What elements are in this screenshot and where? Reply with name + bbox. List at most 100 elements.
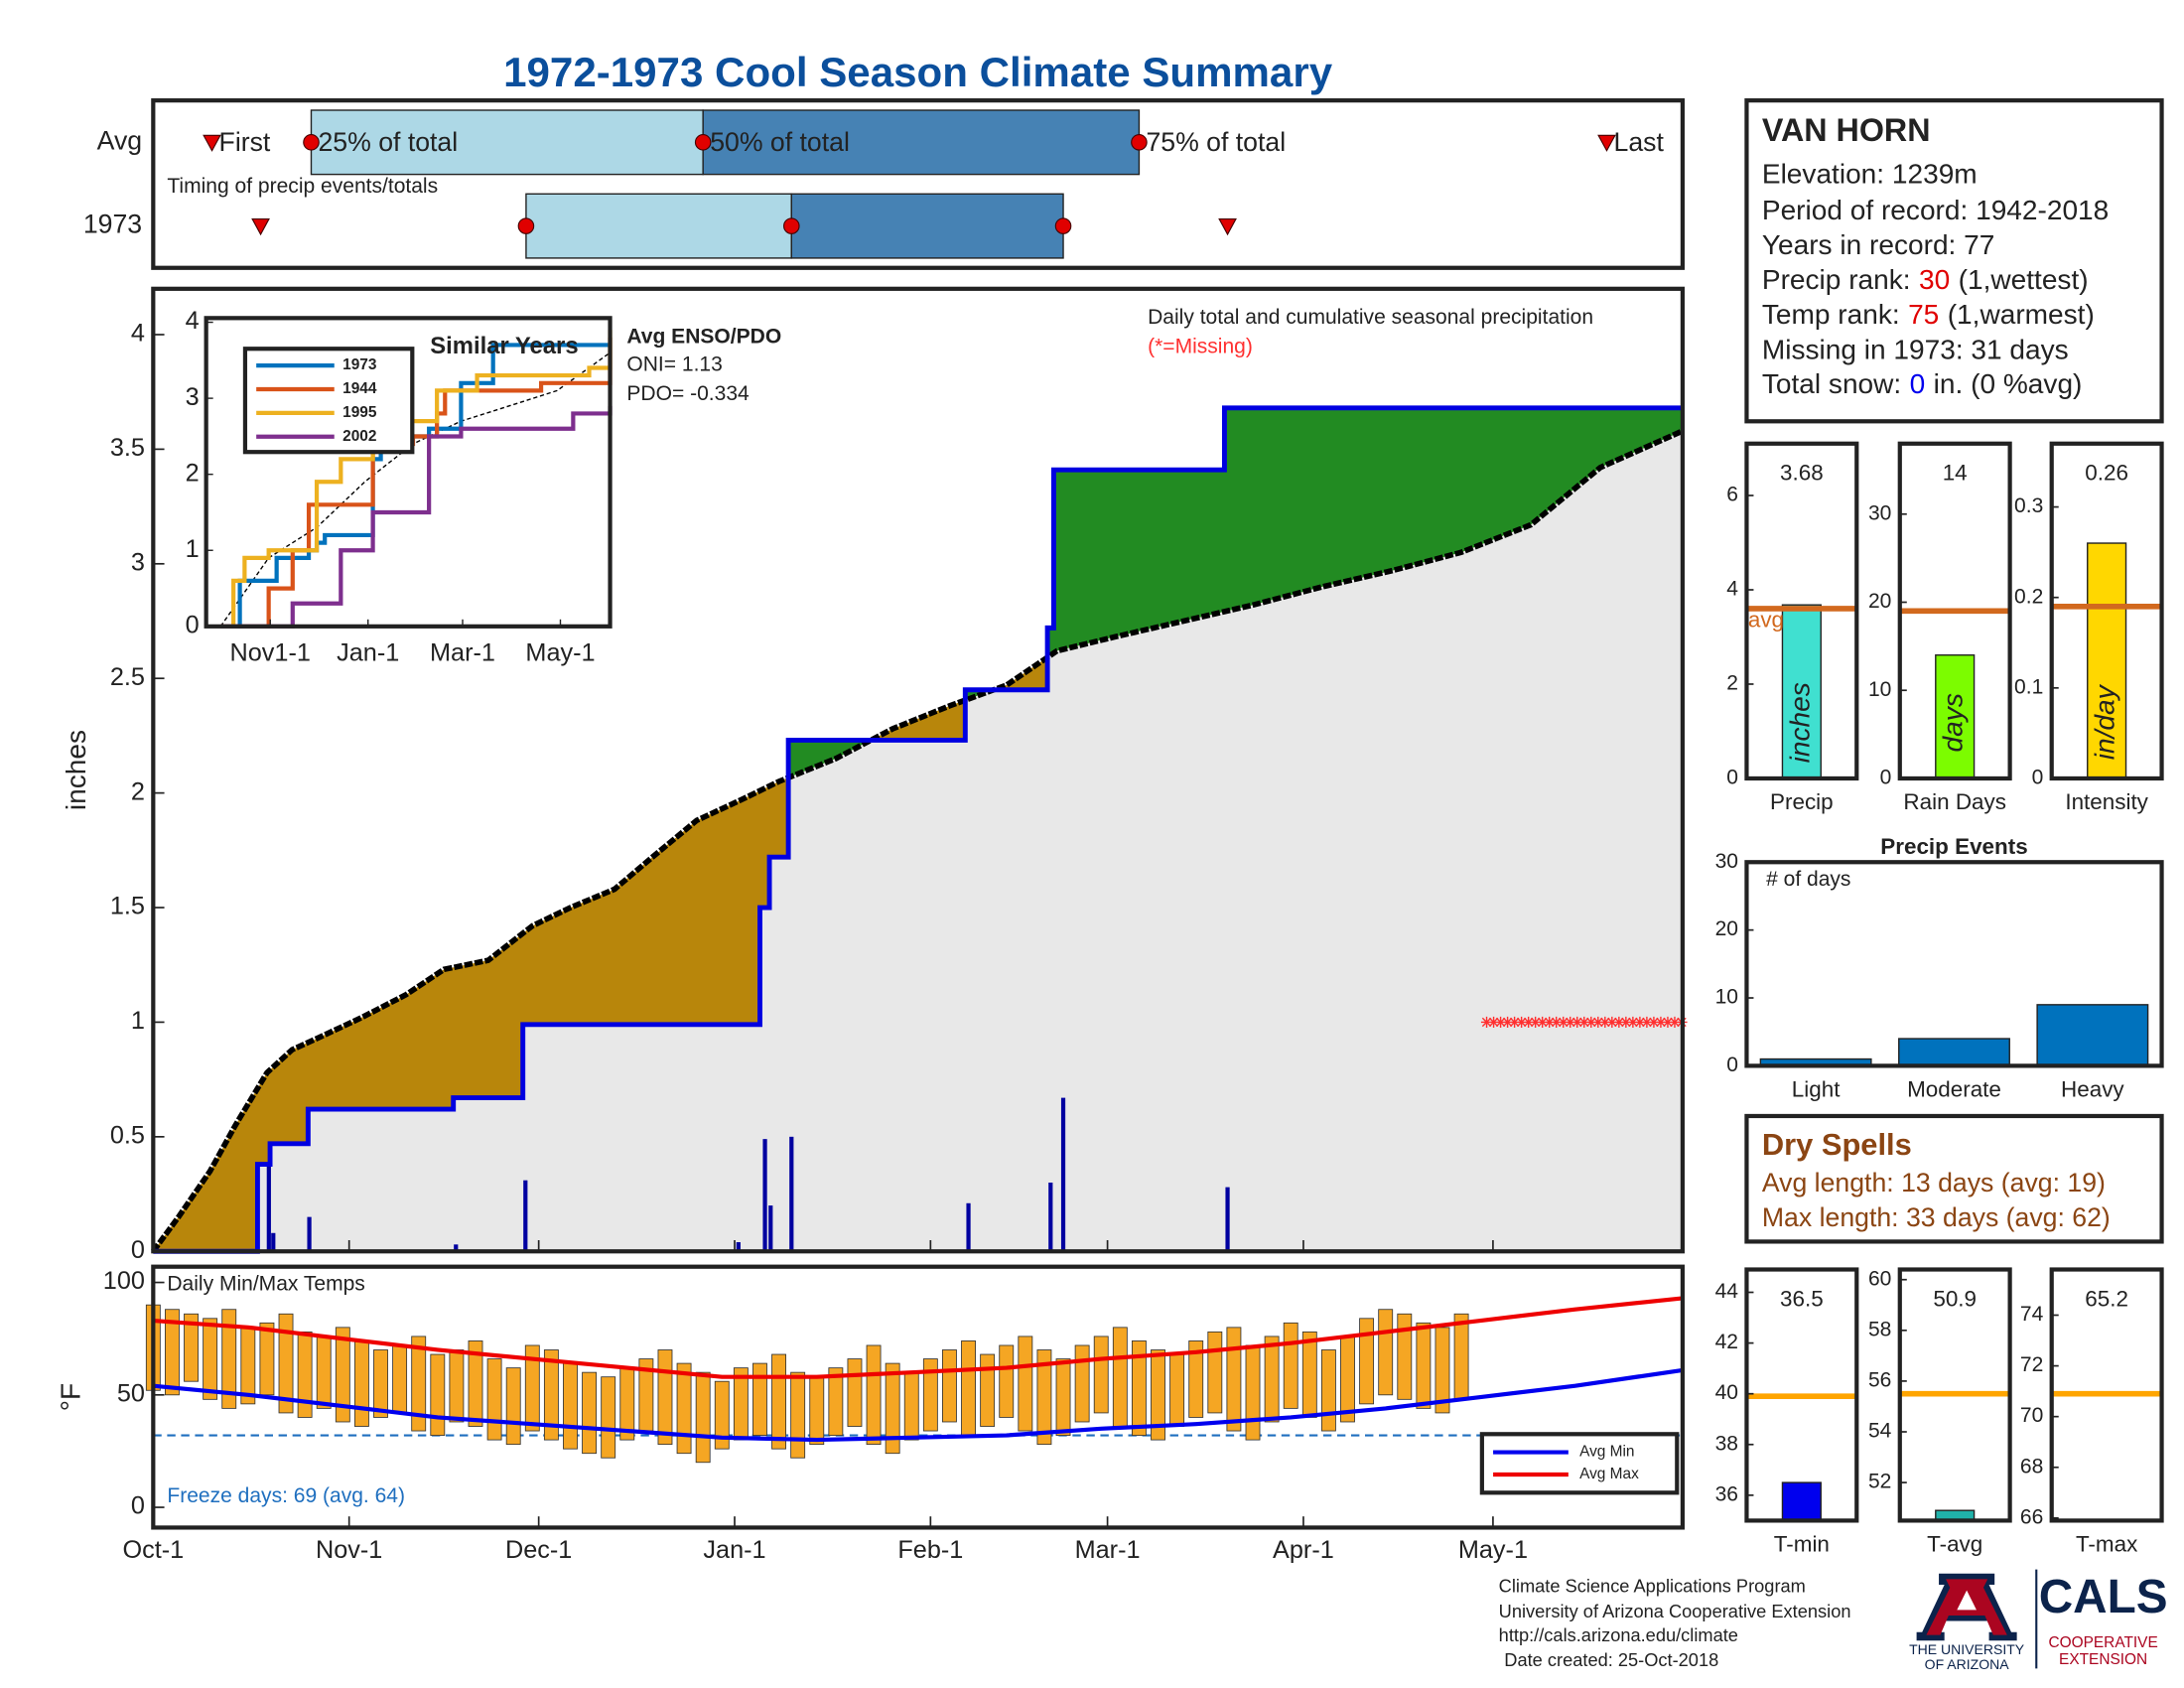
freeze-note: Freeze days: 69 (avg. 64) [167, 1484, 405, 1507]
temp-legend [1479, 1432, 1680, 1495]
temp-range-bar [1359, 1318, 1375, 1405]
enso-pdo: PDO= -0.334 [626, 382, 750, 405]
precip-rank-note: (1,wettest) [1959, 264, 2089, 295]
bar-frame [1897, 1267, 2012, 1523]
dry-spells-avg: Avg length: 13 days (avg: 19) [1762, 1168, 2106, 1197]
x-tick-label: May-1 [1458, 1536, 1528, 1564]
y-tick-label: 72 [2020, 1353, 2043, 1376]
temp-range-bar [1434, 1327, 1450, 1414]
precip-rank: Precip rank: 30 (1,wettest) [1762, 264, 2089, 295]
x-tick-label: Nov-1 [316, 1536, 382, 1564]
bar [1781, 604, 1822, 778]
temp-range-bar [828, 1367, 844, 1436]
temp-range-bar [1131, 1340, 1147, 1436]
footer-line: Climate Science Applications Program [1499, 1576, 1806, 1597]
temp-range-bar [1416, 1322, 1432, 1409]
total-marker [694, 134, 712, 151]
season-line [153, 405, 1683, 1254]
bar-frame [2049, 441, 2164, 781]
x-tick-label: Apr-1 [1273, 1536, 1334, 1564]
y-tick-label: 68 [2020, 1455, 2043, 1477]
x-tick-label: Jan-1 [703, 1536, 765, 1564]
temp-range-bar [1320, 1349, 1336, 1432]
temp-range-bar [278, 1313, 294, 1414]
y-tick-label: 0.2 [2014, 585, 2043, 608]
temp-range-bar [714, 1380, 730, 1450]
temp-range-bar [563, 1362, 578, 1450]
legend-label: Avg Max [1579, 1466, 1639, 1482]
y-tick-label: 20 [1715, 917, 1738, 940]
y-tick-label: 1 [186, 535, 200, 563]
y-tick-label: 0 [186, 611, 200, 638]
y-tick-label: 74 [2020, 1303, 2044, 1326]
event-marker [1597, 134, 1616, 152]
value-label: 14 [1943, 461, 1968, 486]
temp-range-bar [582, 1371, 598, 1455]
bar-frame [1744, 441, 1859, 781]
total-marker [517, 217, 535, 234]
temp-range-bar [809, 1376, 825, 1446]
category-label: Precip [1770, 789, 1834, 814]
bar-text: inches [1784, 682, 1815, 763]
timing-label: 50% of total [710, 127, 850, 157]
logo-a-hole [1957, 1590, 1977, 1611]
temp-range-bar [771, 1353, 787, 1450]
average-line [151, 428, 1685, 1253]
temp-range-bar [866, 1344, 882, 1446]
temp-range-bar [1093, 1336, 1109, 1414]
y-tick-label: 6 [1726, 484, 1738, 506]
y-tick-label: 0.3 [2014, 494, 2043, 517]
legend-label: Avg Min [1579, 1444, 1634, 1461]
category-label: Heavy [2061, 1077, 2124, 1102]
x-tick-label: Dec-1 [505, 1536, 572, 1564]
y-tick-label: 0.5 [110, 1122, 145, 1150]
temp-range-bar [411, 1336, 427, 1432]
legend-label: 1944 [342, 380, 377, 397]
timing-note: Timing of precip events/totals [167, 175, 438, 198]
bar-group [1899, 1390, 2010, 1521]
page-title: 1972-1973 Cool Season Climate Summary [503, 49, 1333, 95]
station-name: VAN HORN [1762, 112, 1931, 148]
bar [1898, 1038, 2010, 1066]
temp-rank-note: (1,warmest) [1948, 299, 2095, 330]
temp-range-bar [316, 1336, 332, 1409]
temp-range-bar [1453, 1313, 1469, 1400]
daily-precip-bar [307, 1216, 312, 1252]
snow-note: in. (0 %avg) [1934, 369, 2083, 400]
y-tick-label: 56 [1868, 1368, 1891, 1391]
temp-range-bar [1283, 1322, 1298, 1409]
total-marker [1131, 134, 1148, 151]
category-label: T-min [1774, 1532, 1830, 1557]
similar-year-line [220, 343, 611, 629]
temp-range-bar [1226, 1327, 1242, 1432]
y-tick-label: 52 [1868, 1471, 1891, 1493]
x-tick-label: Jan-1 [337, 639, 399, 667]
y-tick-label: 3 [186, 383, 200, 411]
chart-title: Daily total and cumulative seasonal prec… [1148, 306, 1593, 329]
dry-spells-title: Dry Spells [1762, 1127, 1912, 1162]
total-marker [303, 134, 320, 151]
daily-precip-bar [1060, 1097, 1066, 1252]
logo-text: COOPERATIVE [2048, 1634, 2157, 1651]
temp-range-bar [676, 1362, 692, 1455]
bar-text: days [1938, 693, 1969, 752]
inset-frame [204, 316, 613, 629]
legend-label: 1995 [342, 404, 377, 421]
y-axis-label: °F [55, 1383, 85, 1411]
y-tick-label: 20 [1868, 590, 1891, 613]
daily-precip-bar [736, 1242, 741, 1252]
bar [1781, 1481, 1822, 1521]
temp-range-bar [221, 1309, 237, 1409]
y-tick-label: 0.1 [2014, 675, 2043, 698]
y-tick-label: 3.5 [110, 434, 145, 462]
x-tick-label: Mar-1 [1075, 1536, 1141, 1564]
station-years: Years in record: 77 [1762, 229, 1994, 260]
precip-rank-label: Precip rank: [1762, 264, 1911, 295]
temp-range-bar [1112, 1327, 1128, 1427]
temp-range-bar [543, 1349, 559, 1441]
temp-range-bar [1018, 1336, 1033, 1432]
bar-group [1746, 1393, 1857, 1521]
temp-range-bar [1169, 1353, 1185, 1427]
y-tick-label: 4 [186, 307, 200, 335]
